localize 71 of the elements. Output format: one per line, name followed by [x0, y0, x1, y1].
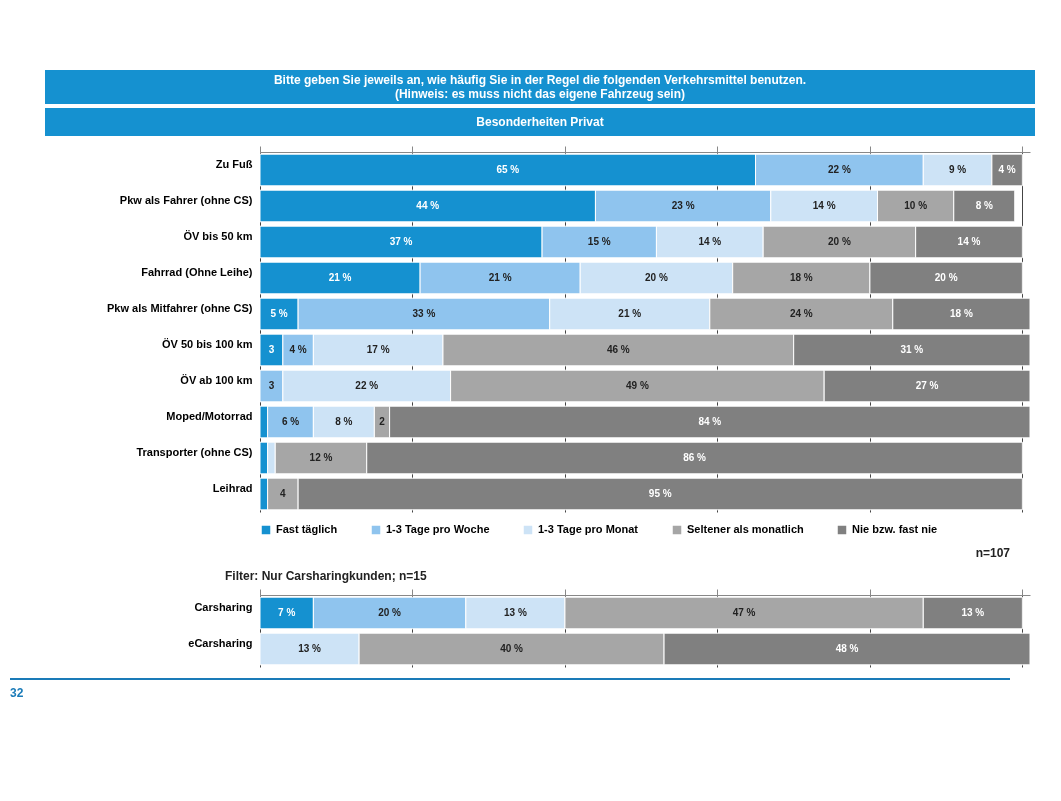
- data-label: 3: [268, 344, 275, 355]
- chart-subtitle: Besonderheiten Privat: [45, 108, 1035, 136]
- data-label: 14 %: [957, 236, 981, 247]
- data-label: 9 %: [948, 164, 967, 175]
- data-label: 5 %: [270, 308, 288, 319]
- data-label: 22 %: [828, 164, 851, 175]
- legend-label: 1-3 Tage pro Woche: [386, 523, 490, 535]
- data-label: 4 %: [289, 344, 307, 355]
- category-label: ÖV 50 bis 100 km: [162, 338, 253, 350]
- data-label: 18 %: [789, 272, 813, 283]
- data-label: 31 %: [900, 344, 924, 355]
- data-label: 21 %: [618, 308, 642, 319]
- category-label: Pkw als Fahrer (ohne CS): [119, 194, 253, 206]
- data-label: 20 %: [378, 607, 402, 618]
- category-label: Leihrad: [212, 482, 253, 494]
- data-label: 22 %: [355, 380, 379, 391]
- data-label: 7 %: [278, 607, 296, 618]
- category-label: Zu Fuß: [215, 158, 253, 170]
- category-label: Transporter (ohne CS): [136, 446, 253, 458]
- data-label: 84 %: [698, 416, 722, 427]
- data-label: 40 %: [500, 643, 524, 654]
- category-label: ÖV bis 50 km: [183, 230, 253, 242]
- category-label: eCarsharing: [188, 637, 253, 649]
- data-label: 65 %: [496, 164, 520, 175]
- data-label: 13 %: [298, 643, 322, 654]
- data-label: 4: [280, 488, 287, 499]
- data-label: 21 %: [488, 272, 512, 283]
- data-label: 20 %: [828, 236, 851, 247]
- data-label: 37 %: [389, 236, 413, 247]
- data-label: 23 %: [671, 200, 695, 211]
- data-label: 10 %: [904, 200, 928, 211]
- chart-title: Bitte geben Sie jeweils an, wie häufig Sie in der Regel die folgenden Verkehrsmittel benutzen. (Hinweis: es muss nicht das eigene Fahrzeug sein): [45, 70, 1035, 104]
- text: 32: [10, 678, 1010, 700]
- data-label: 2: [379, 416, 386, 427]
- data-label: 8 %: [335, 416, 353, 427]
- data-label: 8 %: [975, 200, 993, 211]
- data-label: 13 %: [504, 607, 527, 618]
- data-label: 24 %: [789, 308, 813, 319]
- data-label: 14 %: [812, 200, 836, 211]
- data-label: 14 %: [698, 236, 722, 247]
- data-label: 44 %: [416, 200, 440, 211]
- text: n=107: [974, 545, 1010, 561]
- data-label: 12 %: [309, 452, 333, 463]
- category-label: Moped/Motorrad: [166, 410, 253, 422]
- data-label: 48 %: [835, 643, 859, 654]
- data-label: 4 %: [998, 164, 1016, 175]
- category-label: Fahrrad (Ohne Leihe): [141, 266, 253, 278]
- category-label: Carsharing: [194, 601, 253, 613]
- data-label: 18 %: [949, 308, 973, 319]
- data-label: 33 %: [412, 308, 436, 319]
- data-label: 20 %: [645, 272, 668, 283]
- legend-label: Nie bzw. fast nie: [852, 523, 938, 535]
- data-label: 47 %: [732, 607, 756, 618]
- data-label: 6 %: [281, 416, 300, 427]
- legend-label: 1-3 Tage pro Monat: [538, 523, 639, 535]
- data-label: 95 %: [648, 488, 672, 499]
- category-label: Pkw als Mitfahrer (ohne CS): [107, 302, 253, 314]
- data-label: 17 %: [366, 344, 390, 355]
- category-label: ÖV ab 100 km: [180, 374, 253, 386]
- data-label: 13 %: [961, 607, 985, 618]
- data-label: 21 %: [328, 272, 352, 283]
- legend-label: Seltener als monatlich: [687, 523, 805, 535]
- data-label: 15 %: [587, 236, 611, 247]
- data-label: 27 %: [915, 380, 939, 391]
- text: Filter: Nur Carsharingkunden; n=15: [224, 569, 428, 583]
- data-label: 3: [268, 380, 275, 391]
- data-label: 46 %: [606, 344, 630, 355]
- data-label: 20 %: [934, 272, 958, 283]
- data-label: 86 %: [683, 452, 707, 463]
- legend-label: Fast täglich: [276, 523, 338, 535]
- data-label: 49 %: [625, 380, 649, 391]
